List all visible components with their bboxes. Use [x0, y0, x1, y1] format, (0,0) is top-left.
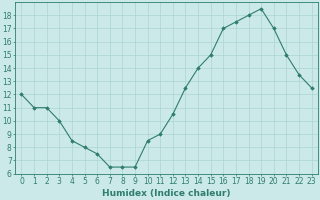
X-axis label: Humidex (Indice chaleur): Humidex (Indice chaleur) — [102, 189, 231, 198]
